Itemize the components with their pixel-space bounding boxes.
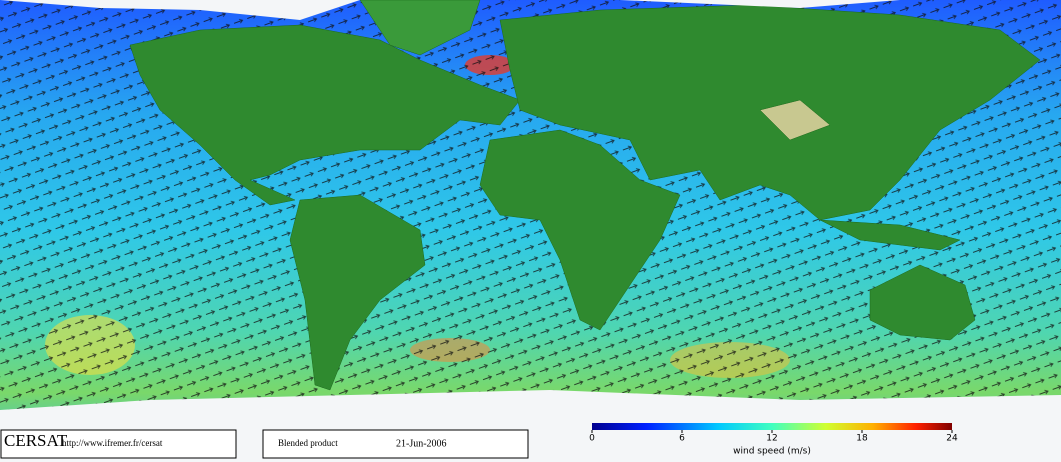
info-box <box>0 429 237 459</box>
date: 21-Jun-2006 <box>396 438 447 449</box>
arctic-ice <box>0 0 900 20</box>
colorbar-tick-label: 6 <box>679 434 685 444</box>
colorbar-tick-label: 24 <box>946 434 958 444</box>
product: Blended product <box>278 438 338 448</box>
colorbar <box>592 423 952 430</box>
colorbar-tick-label: 18 <box>856 434 868 444</box>
colorbar-tick-label: 0 <box>589 434 595 444</box>
url: http://www.ifremer.fr/cersat <box>62 438 163 448</box>
land <box>129 0 1041 391</box>
colorbar-label: wind speed (m/s) <box>733 447 811 457</box>
colorbar-tick-label: 12 <box>766 434 777 444</box>
info-box <box>262 429 529 459</box>
logo: CERSAT <box>4 431 68 450</box>
colorbar-ticks: 0 6 12 18 24 <box>589 430 958 444</box>
